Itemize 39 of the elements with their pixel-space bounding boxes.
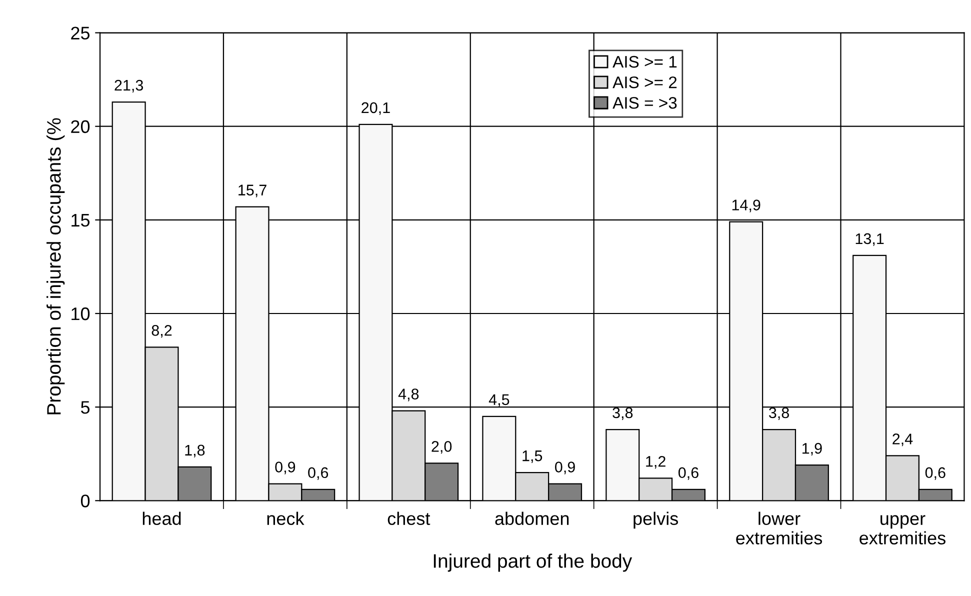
data-label: 13,1 <box>856 233 884 246</box>
legend-label: AIS = >3 <box>612 96 677 109</box>
data-label: 0,6 <box>308 467 328 480</box>
data-label: 21,3 <box>114 80 144 92</box>
data-label: 8,2 <box>152 325 172 338</box>
data-label: 0,9 <box>555 462 575 474</box>
x-tick-label: head <box>142 512 181 526</box>
data-label: 3,8 <box>768 407 789 420</box>
x-tick-label: lower extremities <box>736 512 822 544</box>
legend-label: AIS >= 2 <box>612 76 677 88</box>
x-tick-label: abdomen <box>495 512 569 526</box>
x-tick-label: upper extremities <box>860 515 946 544</box>
x-tick-label: pelvis <box>634 512 678 529</box>
data-label: 4,8 <box>398 388 419 402</box>
data-label: 20,1 <box>362 102 390 115</box>
x-tick-label: chest <box>388 512 430 526</box>
data-label: 3,8 <box>612 407 633 420</box>
data-label: 1,8 <box>185 444 205 458</box>
y-tick-label: 5 <box>80 401 90 414</box>
data-label: 1,2 <box>646 456 666 469</box>
y-tick-label: 25 <box>71 26 90 40</box>
data-label: 2,0 <box>432 441 452 454</box>
legend-label: AIS >= 1 <box>612 56 677 68</box>
x-axis-title: Injured part of the body <box>434 554 632 572</box>
data-label: 4,5 <box>488 394 510 407</box>
data-label: 2,4 <box>892 434 913 446</box>
data-label: 15,7 <box>238 184 266 198</box>
y-tick-label: 15 <box>72 214 90 227</box>
data-label: 1,5 <box>522 450 542 464</box>
y-tick-label: 0 <box>80 494 90 508</box>
x-tick-label: neck <box>267 512 304 526</box>
data-label: 0,6 <box>678 467 698 480</box>
y-axis-title: Proportion of injured occupants (% <box>46 118 65 414</box>
data-label: 14,9 <box>732 200 760 212</box>
data-label: 0,9 <box>275 462 296 474</box>
data-label: 1,9 <box>802 442 822 456</box>
y-tick-label: 20 <box>71 120 90 134</box>
data-label: 0,6 <box>925 467 946 480</box>
y-tick-label: 10 <box>72 307 90 320</box>
